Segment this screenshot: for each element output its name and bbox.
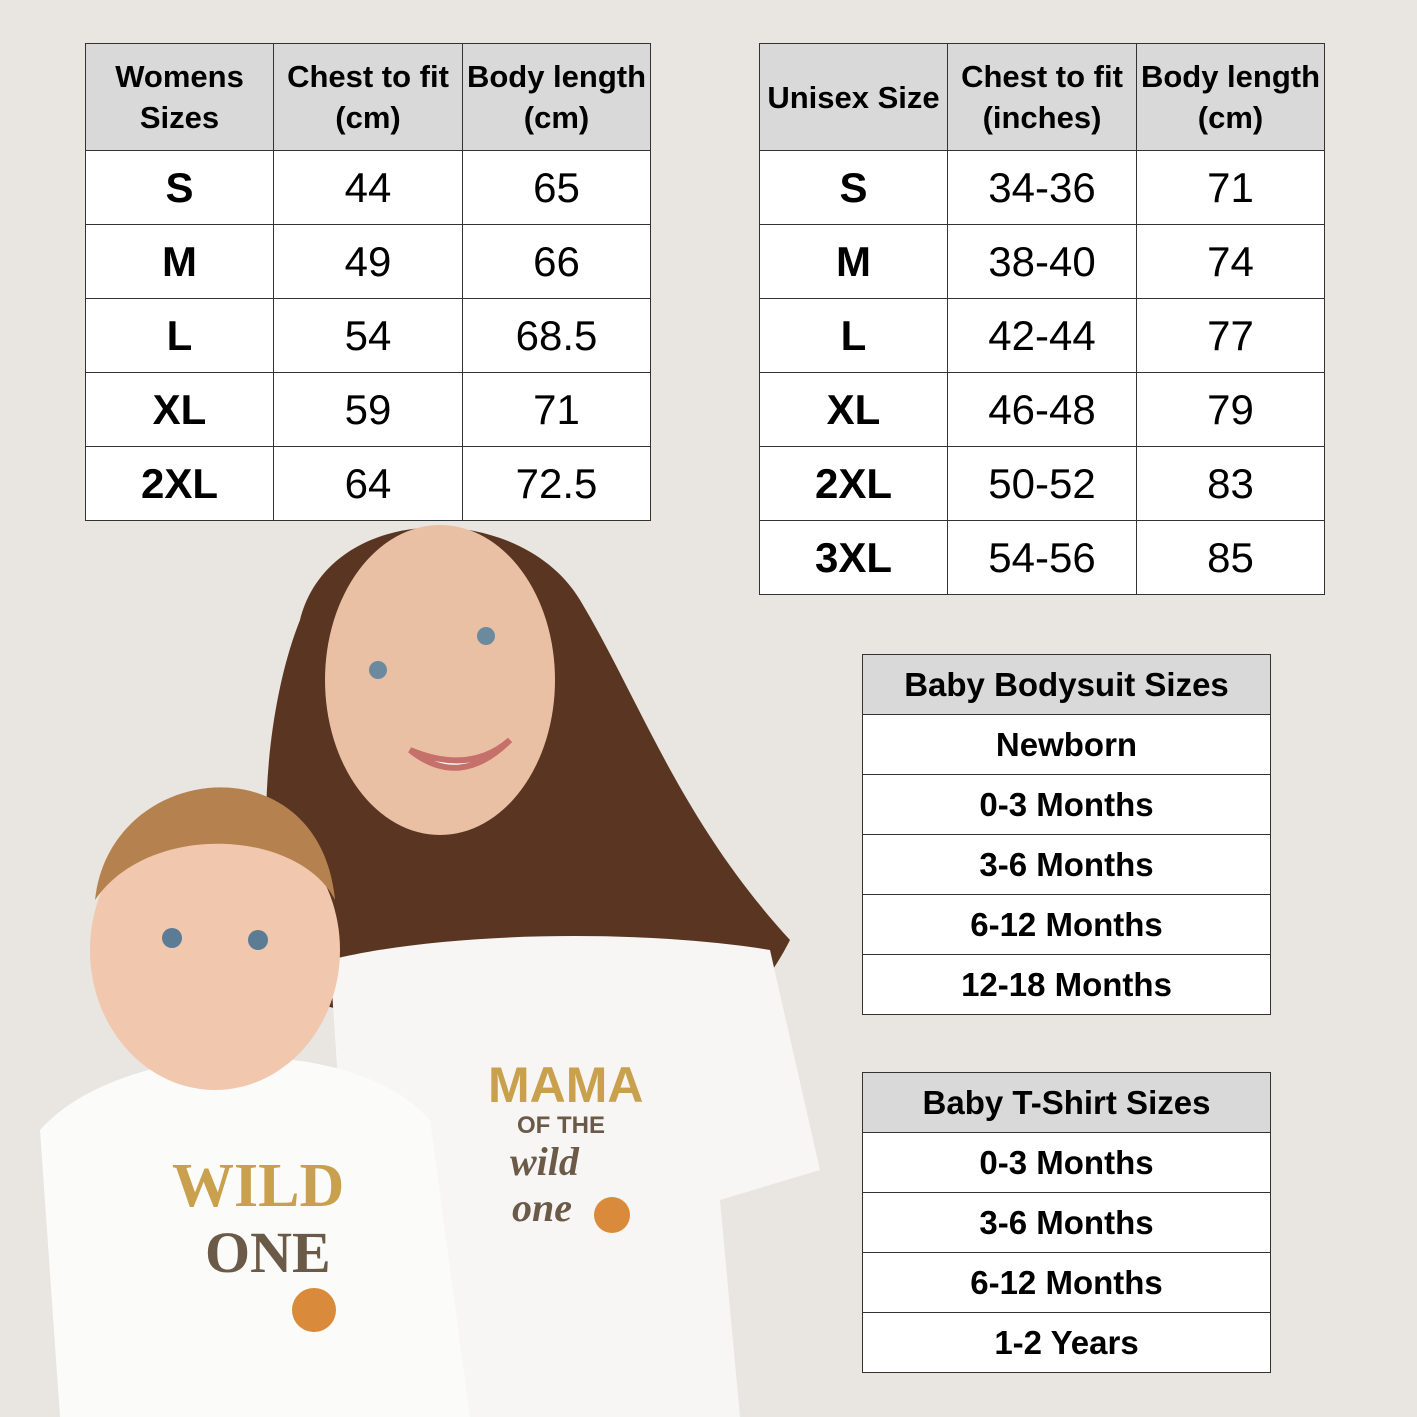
table-row: 2XL 64 72.5 <box>85 446 651 521</box>
chest-cell: 46-48 <box>947 372 1137 447</box>
table-row: Newborn <box>862 714 1271 775</box>
size-cell: 12-18 Months <box>862 954 1271 1015</box>
size-cell: 2XL <box>759 446 948 521</box>
shirt-print-of-the: OF THE <box>517 1112 605 1139</box>
length-cell: 74 <box>1136 224 1325 299</box>
length-cell: 68.5 <box>462 298 651 373</box>
mother-face <box>325 525 555 835</box>
chest-cell: 50-52 <box>947 446 1137 521</box>
length-cell: 79 <box>1136 372 1325 447</box>
table-row: 12-18 Months <box>862 954 1271 1015</box>
header-cell: Body length (cm) <box>1136 43 1325 151</box>
table-row: XL 59 71 <box>85 372 651 447</box>
table-row: L 42-44 77 <box>759 298 1325 373</box>
chest-cell: 54-56 <box>947 520 1137 595</box>
baby-print-wild: WILD <box>172 1152 345 1220</box>
size-cell: XL <box>85 372 274 447</box>
chest-cell: 49 <box>273 224 463 299</box>
table-row: 1-2 Years <box>862 1312 1271 1373</box>
unisex-size-table: Unisex Size Chest to fit (inches) Body l… <box>759 43 1325 595</box>
table-row: M 49 66 <box>85 224 651 299</box>
size-cell: 3XL <box>759 520 948 595</box>
header-cell: Womens Sizes <box>85 43 274 151</box>
length-cell: 71 <box>1136 150 1325 225</box>
chest-cell: 34-36 <box>947 150 1137 225</box>
table-row: L 54 68.5 <box>85 298 651 373</box>
chest-cell: 42-44 <box>947 298 1137 373</box>
table-header-row: Womens Sizes Chest to fit (cm) Body leng… <box>85 43 651 151</box>
size-cell: 3-6 Months <box>862 1192 1271 1253</box>
size-cell: M <box>85 224 274 299</box>
length-cell: 66 <box>462 224 651 299</box>
header-cell: Chest to fit (inches) <box>947 43 1137 151</box>
flower-icon <box>292 1288 336 1332</box>
size-cell: 1-2 Years <box>862 1312 1271 1373</box>
mother-eye <box>369 661 387 679</box>
shirt-print-one: one <box>512 1185 572 1230</box>
table-header-row: Baby T-Shirt Sizes <box>862 1072 1271 1133</box>
baby-bodysuit-table: Baby Bodysuit Sizes Newborn 0-3 Months 3-6… <box>862 654 1271 1015</box>
table-row: S 34-36 71 <box>759 150 1325 225</box>
length-cell: 85 <box>1136 520 1325 595</box>
baby-eye <box>248 930 268 950</box>
table-row: 2XL 50-52 83 <box>759 446 1325 521</box>
table-row: 6-12 Months <box>862 894 1271 955</box>
header-cell: Unisex Size <box>759 43 948 151</box>
size-cell: M <box>759 224 948 299</box>
size-cell: 6-12 Months <box>862 1252 1271 1313</box>
table-header-row: Unisex Size Chest to fit (inches) Body l… <box>759 43 1325 151</box>
table-row: M 38-40 74 <box>759 224 1325 299</box>
table-row: 0-3 Months <box>862 1132 1271 1193</box>
size-cell: 6-12 Months <box>862 894 1271 955</box>
baby-eye <box>162 928 182 948</box>
length-cell: 71 <box>462 372 651 447</box>
shirt-print-wild: wild <box>510 1139 579 1184</box>
baby-print-one: ONE <box>205 1220 331 1285</box>
size-cell: L <box>85 298 274 373</box>
header-cell: Chest to fit (cm) <box>273 43 463 151</box>
size-cell: 2XL <box>85 446 274 521</box>
header-cell: Baby Bodysuit Sizes <box>862 654 1271 715</box>
table-row: 3XL 54-56 85 <box>759 520 1325 595</box>
size-cell: S <box>759 150 948 225</box>
header-cell: Body length (cm) <box>462 43 651 151</box>
shirt-print-mama: MAMA <box>488 1057 644 1113</box>
table-row: S 44 65 <box>85 150 651 225</box>
table-row: 0-3 Months <box>862 774 1271 835</box>
size-cell: 3-6 Months <box>862 834 1271 895</box>
baby-face <box>90 810 340 1090</box>
mother-smile <box>408 737 513 771</box>
size-cell: XL <box>759 372 948 447</box>
size-cell: S <box>85 150 274 225</box>
table-row: 3-6 Months <box>862 1192 1271 1253</box>
table-header-row: Baby Bodysuit Sizes <box>862 654 1271 715</box>
chest-cell: 44 <box>273 150 463 225</box>
womens-size-table: Womens Sizes Chest to fit (cm) Body leng… <box>85 43 651 521</box>
length-cell: 83 <box>1136 446 1325 521</box>
flower-icon <box>594 1197 630 1233</box>
chest-cell: 38-40 <box>947 224 1137 299</box>
length-cell: 65 <box>462 150 651 225</box>
length-cell: 72.5 <box>462 446 651 521</box>
chest-cell: 64 <box>273 446 463 521</box>
baby-hair <box>95 787 335 900</box>
baby-body <box>40 1057 470 1417</box>
size-cell: 0-3 Months <box>862 1132 1271 1193</box>
table-row: XL 46-48 79 <box>759 372 1325 447</box>
chest-cell: 54 <box>273 298 463 373</box>
table-row: 6-12 Months <box>862 1252 1271 1313</box>
size-cell: 0-3 Months <box>862 774 1271 835</box>
chest-cell: 59 <box>273 372 463 447</box>
length-cell: 77 <box>1136 298 1325 373</box>
table-row: 3-6 Months <box>862 834 1271 895</box>
size-cell: Newborn <box>862 714 1271 775</box>
mother-eye <box>477 627 495 645</box>
size-cell: L <box>759 298 948 373</box>
header-cell: Baby T-Shirt Sizes <box>862 1072 1271 1133</box>
baby-tshirt-table: Baby T-Shirt Sizes 0-3 Months 3-6 Months 6… <box>862 1072 1271 1373</box>
